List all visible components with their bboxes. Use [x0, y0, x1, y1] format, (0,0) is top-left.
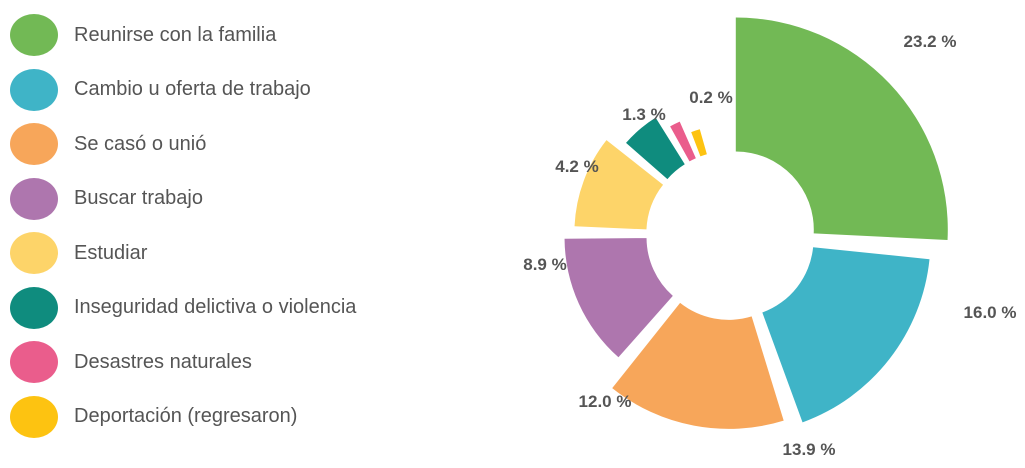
- legend-swatch: [10, 286, 58, 329]
- slice-7: [670, 121, 696, 162]
- legend-swatch: [10, 177, 58, 220]
- slice-label-5: 8.9 %: [523, 255, 566, 274]
- legend-swatch: [10, 68, 58, 111]
- legend-item: Deportación (regresaron): [10, 390, 410, 445]
- slice-1: [735, 17, 948, 241]
- legend-swatch: [10, 395, 58, 438]
- slice-label-3: 13.9 %: [783, 440, 836, 459]
- legend: Reunirse con la familia Cambio u oferta …: [10, 8, 410, 444]
- slice-label-6: 4.2 %: [555, 157, 598, 176]
- slice-4: [564, 238, 673, 358]
- legend-label: Reunirse con la familia: [74, 23, 277, 46]
- legend-swatch: [10, 232, 58, 275]
- legend-label: Desastres naturales: [74, 350, 252, 373]
- slice-6: [626, 117, 685, 180]
- legend-item: Cambio u oferta de trabajo: [10, 63, 410, 118]
- legend-item: Se casó o unió: [10, 117, 410, 172]
- legend-swatch: [10, 14, 58, 57]
- legend-label: Inseguridad delictiva o violencia: [74, 296, 357, 319]
- slice-2: [762, 247, 930, 423]
- slice-5: [574, 140, 664, 230]
- legend-item: Buscar trabajo: [10, 172, 410, 227]
- legend-item: Inseguridad delictiva o violencia: [10, 281, 410, 336]
- slice-8: [691, 129, 707, 157]
- legend-item: Reunirse con la familia: [10, 8, 410, 63]
- slice-label-1: 23.2 %: [904, 32, 957, 51]
- legend-label: Estudiar: [74, 241, 148, 264]
- legend-label: Deportación (regresaron): [74, 405, 298, 428]
- legend-swatch: [10, 341, 58, 384]
- legend-swatch: [10, 123, 58, 166]
- legend-item: Estudiar: [10, 226, 410, 281]
- legend-label: Cambio u oferta de trabajo: [74, 78, 311, 101]
- legend-item: Desastres naturales: [10, 335, 410, 390]
- slice-label-4: 12.0 %: [579, 392, 632, 411]
- legend-label: Buscar trabajo: [74, 187, 203, 210]
- slice-label-8: 0.2 %: [689, 88, 732, 107]
- slice-label-7: 1.3 %: [622, 105, 665, 124]
- slice-label-2: 16.0 %: [964, 303, 1017, 322]
- legend-label: Se casó o unió: [74, 132, 207, 155]
- slice-3: [612, 302, 784, 429]
